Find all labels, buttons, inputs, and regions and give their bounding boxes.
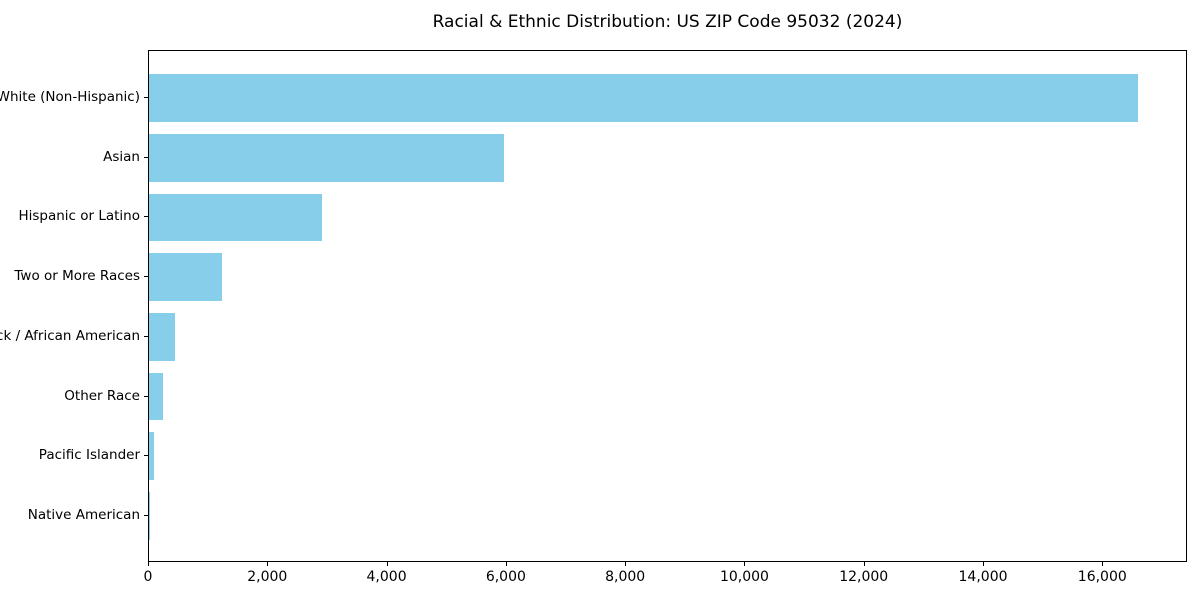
x-tick-mark: [744, 562, 746, 566]
x-tick-mark: [1102, 562, 1104, 566]
x-tick-label: 2,000: [247, 569, 288, 585]
y-tick-mark: [144, 455, 148, 457]
y-tick-mark: [144, 276, 148, 278]
x-tick-label: 8,000: [605, 569, 646, 585]
y-tick-label: Other Race: [64, 387, 140, 404]
x-tick-mark: [863, 562, 865, 566]
x-tick-mark: [148, 562, 149, 566]
x-tick-mark: [505, 562, 507, 566]
y-tick-mark: [144, 395, 148, 397]
x-tick-label: 6,000: [485, 569, 526, 585]
bar: [149, 312, 176, 361]
bar: [149, 432, 155, 481]
bar: [149, 133, 505, 182]
x-tick-label: 14,000: [958, 569, 1008, 585]
y-tick-label: Black / African American: [0, 327, 140, 344]
y-tick-mark: [144, 514, 148, 516]
y-tick-label: White (Non-Hispanic): [0, 89, 140, 106]
x-tick-label: 16,000: [1077, 569, 1127, 585]
x-tick-mark: [625, 562, 627, 566]
y-tick-label: Pacific Islander: [38, 447, 140, 464]
y-tick-mark: [144, 97, 148, 99]
y-tick-label: Hispanic or Latino: [18, 208, 140, 225]
chart-title: Racial & Ethnic Distribution: US ZIP Cod…: [432, 12, 903, 32]
y-tick-label: Two or More Races: [14, 268, 140, 285]
bar: [149, 74, 1139, 122]
y-tick-mark: [144, 216, 148, 218]
bar: [149, 193, 322, 242]
x-tick-label: 10,000: [719, 569, 769, 585]
x-tick-mark: [386, 562, 388, 566]
y-tick-label: Native American: [27, 506, 140, 523]
x-tick-mark: [983, 562, 985, 566]
bar: [149, 491, 151, 540]
y-tick-mark: [144, 335, 148, 337]
bar: [149, 253, 223, 302]
y-tick-label: Asian: [103, 148, 140, 165]
x-tick-label: 4,000: [366, 569, 407, 585]
plot-area: [148, 50, 1187, 562]
x-tick-label: 0: [143, 569, 153, 585]
x-tick-label: 12,000: [839, 569, 889, 585]
x-tick-mark: [267, 562, 269, 566]
bar: [149, 372, 164, 421]
y-tick-mark: [144, 156, 148, 158]
